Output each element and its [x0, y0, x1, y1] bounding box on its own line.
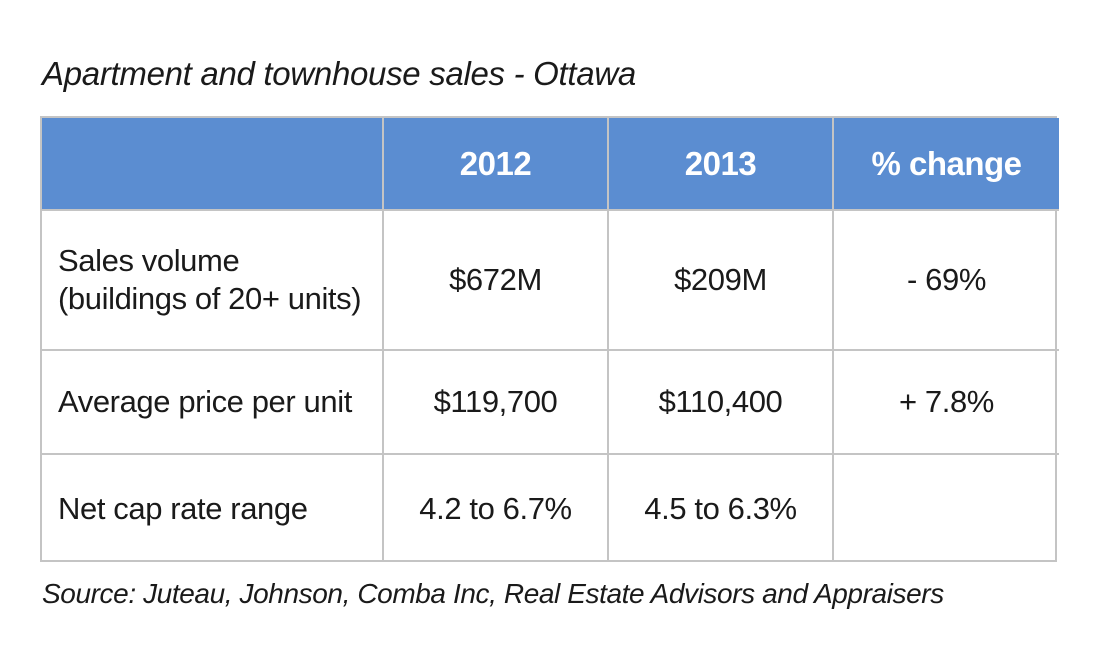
row-label-line: Average price per unit: [58, 384, 352, 419]
row-label: Average price per unit: [42, 349, 384, 455]
cell-2013: $209M: [607, 209, 834, 351]
row-label-line: (buildings of 20+ units): [58, 281, 362, 316]
table-title: Apartment and townhouse sales - Ottawa: [42, 55, 636, 92]
row-label-line: Net cap rate range: [58, 490, 308, 526]
cell-2013: $110,400: [607, 349, 834, 455]
cell-2012: $672M: [382, 209, 609, 351]
row-label: Net cap rate range: [42, 453, 384, 562]
cell-2012: 4.2 to 6.7%: [382, 453, 609, 562]
table-row: Net cap rate range 4.2 to 6.7% 4.5 to 6.…: [42, 453, 1059, 562]
cell-percent-change: [832, 453, 1059, 562]
cell-percent-change: + 7.8%: [832, 349, 1059, 455]
cell-2013: 4.5 to 6.3%: [607, 453, 834, 562]
sales-table-grid: 2012 2013 % change Sales volume (buildin…: [42, 118, 1059, 562]
cell-percent-change: - 69%: [832, 209, 1059, 351]
header-row: 2012 2013 % change: [42, 118, 1059, 211]
table-row: Average price per unit $119,700 $110,400…: [42, 349, 1059, 455]
row-label-line: Sales volume: [58, 243, 240, 278]
row-label: Sales volume (buildings of 20+ units): [42, 209, 384, 351]
table-row: Sales volume (buildings of 20+ units) $6…: [42, 209, 1059, 351]
source-note: Source: Juteau, Johnson, Comba Inc, Real…: [42, 578, 944, 609]
header-cell-percent-change: % change: [832, 118, 1059, 211]
cell-2012: $119,700: [382, 349, 609, 455]
header-cell-empty: [42, 118, 384, 211]
sales-table: 2012 2013 % change Sales volume (buildin…: [40, 116, 1059, 562]
header-cell-2012: 2012: [382, 118, 609, 211]
header-cell-2013: 2013: [607, 118, 834, 211]
